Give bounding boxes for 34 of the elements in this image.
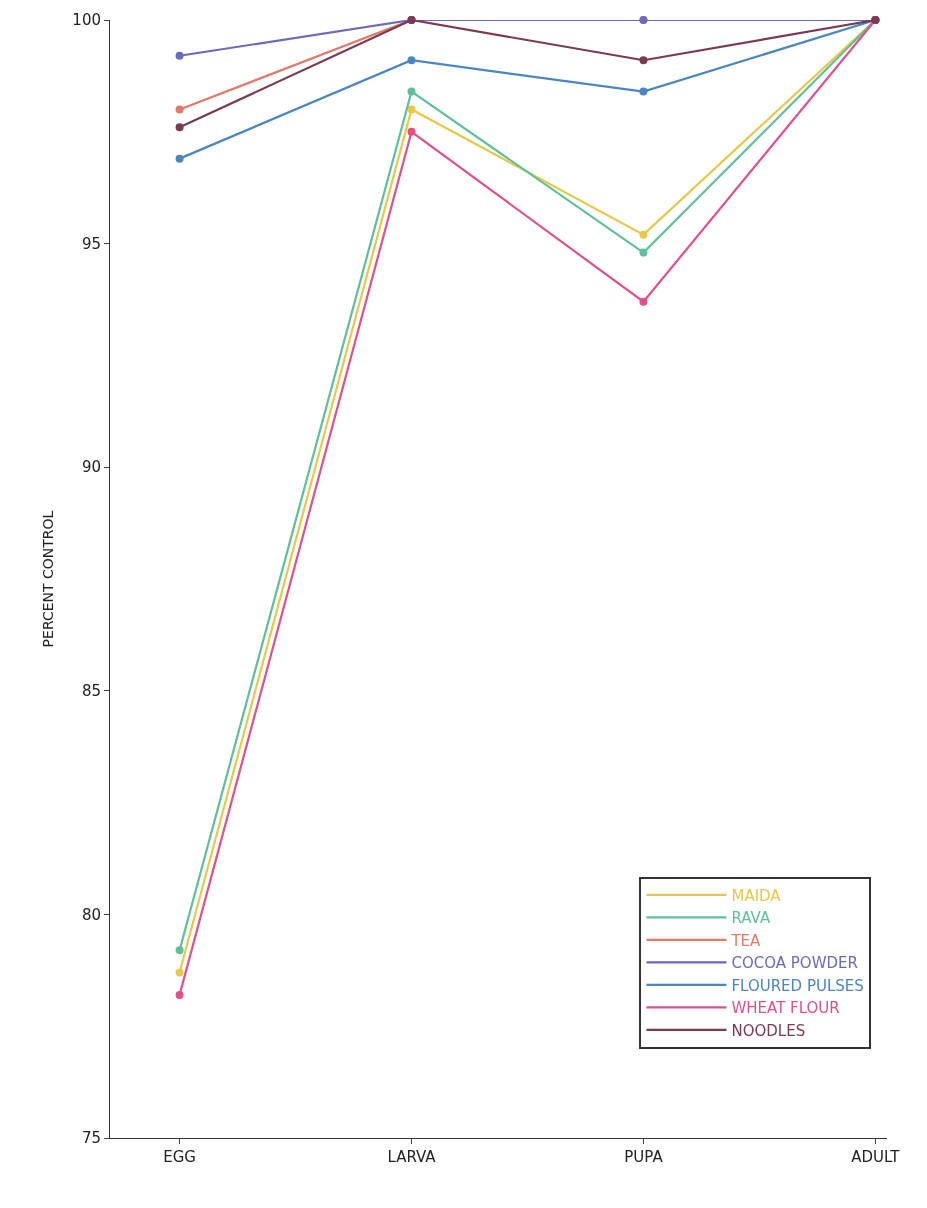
point	[175, 990, 184, 999]
point	[639, 297, 648, 306]
point	[175, 154, 184, 163]
point	[639, 87, 648, 96]
text: COCOA POWDER	[731, 954, 858, 973]
text: TEA	[730, 931, 762, 950]
point	[407, 105, 416, 114]
point	[175, 105, 184, 114]
x-tick-label: LARVA	[387, 1148, 437, 1166]
point	[407, 87, 416, 96]
x-tick-label: ADULT	[851, 1148, 901, 1166]
point	[175, 968, 184, 977]
y-tick-label: 90	[81, 458, 101, 477]
y-axis-title: PERCENT CONTROL	[39, 510, 56, 648]
text: MAIDA	[731, 886, 782, 905]
point	[175, 123, 184, 132]
point	[639, 56, 648, 65]
x-tick-label: EGG	[163, 1148, 196, 1166]
x-tick-label: PUPA	[624, 1148, 664, 1166]
point	[175, 51, 184, 60]
y-tick-label: 100	[72, 11, 101, 30]
text: RAVA	[731, 909, 771, 928]
point	[175, 946, 184, 955]
text: NOODLES	[731, 1021, 806, 1040]
point	[639, 230, 648, 239]
point	[407, 127, 416, 136]
point	[407, 56, 416, 65]
y-tick-label: 80	[81, 905, 101, 924]
text: WHEAT FLOUR	[731, 999, 840, 1018]
y-tick-label: 95	[81, 234, 101, 253]
y-tick-label: 85	[81, 682, 101, 701]
point	[639, 248, 648, 257]
y-tick-label: 75	[81, 1129, 101, 1148]
text: FLOURED PULSES	[731, 976, 864, 995]
